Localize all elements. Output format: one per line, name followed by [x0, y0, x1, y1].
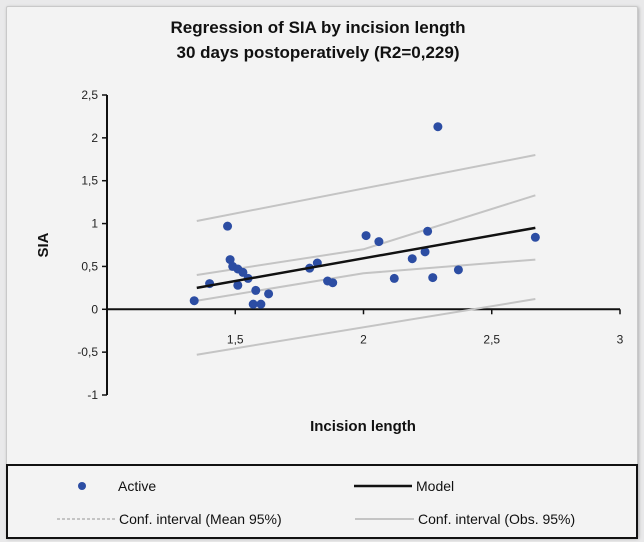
chart-title: Regression of SIA by incision length	[170, 18, 465, 37]
data-point	[251, 285, 261, 295]
data-point	[374, 237, 384, 247]
legend-label-conf-obs: Conf. interval (Obs. 95%)	[418, 511, 575, 527]
data-point	[428, 273, 438, 283]
data-point	[225, 255, 235, 265]
y-tick-label: 0	[91, 302, 98, 316]
chart-panel	[6, 6, 638, 538]
y-tick-label: -0,5	[77, 345, 98, 359]
data-point	[248, 299, 258, 309]
y-tick-label: 0,5	[81, 259, 98, 273]
data-point	[407, 254, 417, 264]
x-tick-label: 3	[617, 332, 624, 346]
legend: Active Model Conf. interval (Mean 95%) C…	[6, 464, 638, 539]
legend-label-conf-mean: Conf. interval (Mean 95%)	[119, 511, 282, 527]
data-point	[453, 265, 463, 275]
data-point	[433, 122, 443, 132]
y-tick-label: 1,5	[81, 174, 98, 188]
conf-mean-upper-line	[196, 194, 536, 276]
data-point	[389, 273, 399, 283]
plot-area: -1 -0,5 0 0,5 1 1,5 2 2,5 1,5 2 2,5 3	[77, 88, 623, 402]
legend-label-active: Active	[118, 478, 156, 494]
data-point	[189, 296, 199, 306]
conf-obs-upper-line	[196, 154, 536, 222]
legend-label-model: Model	[416, 478, 454, 494]
x-tick-label: 2,5	[483, 332, 500, 346]
legend-marker-active	[78, 482, 86, 490]
data-point	[223, 221, 233, 231]
data-point	[233, 280, 243, 290]
data-point	[264, 289, 274, 299]
data-point	[328, 278, 338, 288]
model-line	[196, 226, 536, 290]
legend-box	[6, 464, 638, 539]
data-point	[238, 267, 248, 277]
x-axis-label: Incision length	[310, 418, 416, 435]
data-point	[420, 247, 430, 257]
x-tick-label: 2	[360, 332, 367, 346]
y-axis-label: SIA	[35, 232, 52, 257]
conf-obs-lower-line	[196, 298, 536, 356]
y-tick-label: 2	[91, 131, 98, 145]
y-tick-label: 2,5	[81, 88, 98, 102]
chart-subtitle: 30 days postoperatively (R2=0,229)	[177, 43, 460, 62]
y-tick-label: 1	[91, 217, 98, 231]
data-point	[530, 232, 540, 242]
data-point	[361, 231, 371, 241]
y-tick-label: -1	[87, 388, 98, 402]
x-tick-label: 1,5	[227, 332, 244, 346]
data-point	[256, 299, 266, 309]
data-point	[423, 226, 433, 236]
